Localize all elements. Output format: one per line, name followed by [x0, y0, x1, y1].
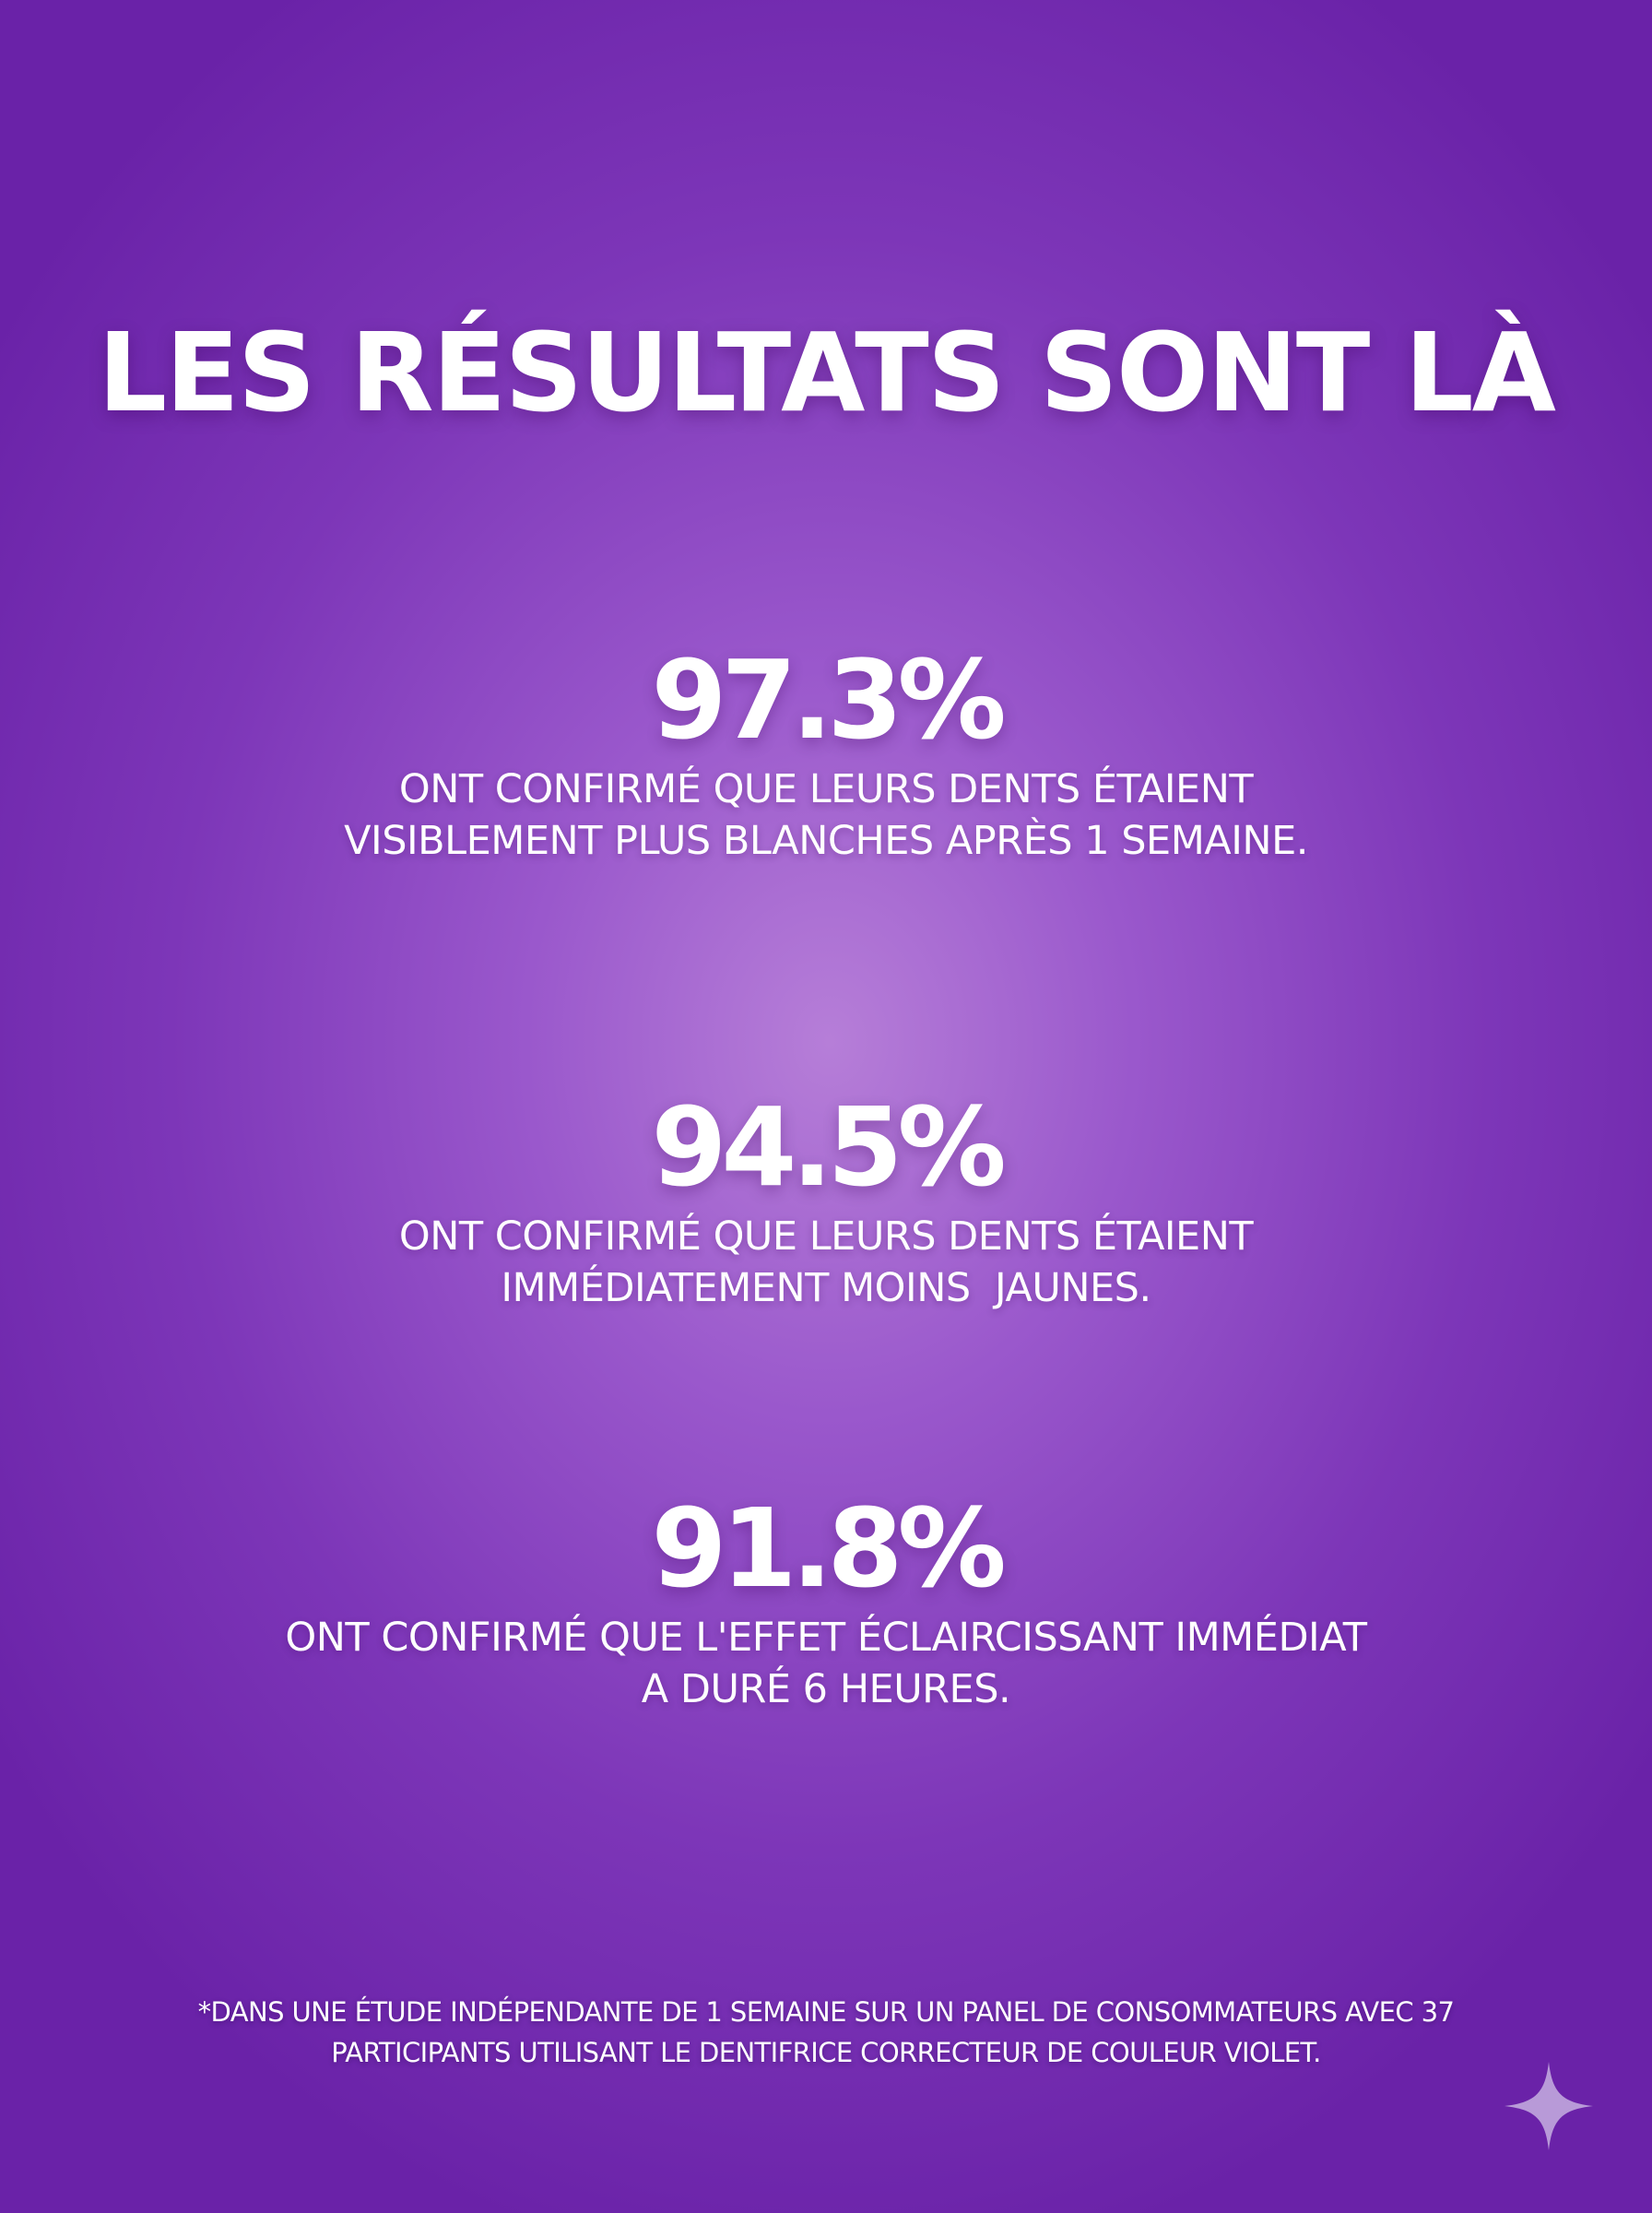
stat-block-3: 91.8% ONT CONFIRMÉ QUE L'EFFET ÉCLAIRCIS…	[0, 1485, 1652, 1715]
sparkle-icon	[1504, 2062, 1593, 2150]
footnote-line: *DANS UNE ÉTUDE INDÉPENDANTE DE 1 SEMAIN…	[197, 1996, 1455, 2028]
stat-value: 97.3%	[651, 636, 1006, 763]
stat-block-2: 94.5% ONT CONFIRMÉ QUE LEURS DENTS ÉTAIE…	[0, 1083, 1652, 1314]
stat-description: ONT CONFIRMÉ QUE L'EFFET ÉCLAIRCISSANT I…	[0, 1612, 1652, 1715]
stat-value: 94.5%	[651, 1083, 1006, 1211]
stat-description-line: ONT CONFIRMÉ QUE L'EFFET ÉCLAIRCISSANT I…	[285, 1615, 1367, 1661]
stat-description-line: VISIBLEMENT PLUS BLANCHES APRÈS 1 SEMAIN…	[344, 818, 1308, 864]
stat-value: 91.8%	[651, 1485, 1006, 1612]
stat-description: ONT CONFIRMÉ QUE LEURS DENTS ÉTAIENT IMM…	[0, 1211, 1652, 1314]
stat-description-line: IMMÉDIATEMENT MOINS JAUNES.	[501, 1265, 1151, 1311]
footnote: *DANS UNE ÉTUDE INDÉPENDANTE DE 1 SEMAIN…	[0, 1992, 1652, 2073]
stat-description-line: ONT CONFIRMÉ QUE LEURS DENTS ÉTAIENT	[398, 766, 1254, 812]
stat-description-line: A DURÉ 6 HEURES.	[641, 1666, 1011, 1712]
stat-block-1: 97.3% ONT CONFIRMÉ QUE LEURS DENTS ÉTAIE…	[0, 636, 1652, 867]
footnote-line: PARTICIPANTS UTILISANT LE DENTIFRICE COR…	[331, 2037, 1321, 2068]
stat-description-line: ONT CONFIRMÉ QUE LEURS DENTS ÉTAIENT	[398, 1213, 1254, 1260]
stat-description: ONT CONFIRMÉ QUE LEURS DENTS ÉTAIENT VIS…	[0, 763, 1652, 867]
page-title: LES RÉSULTATS SONT LÀ	[98, 309, 1556, 436]
